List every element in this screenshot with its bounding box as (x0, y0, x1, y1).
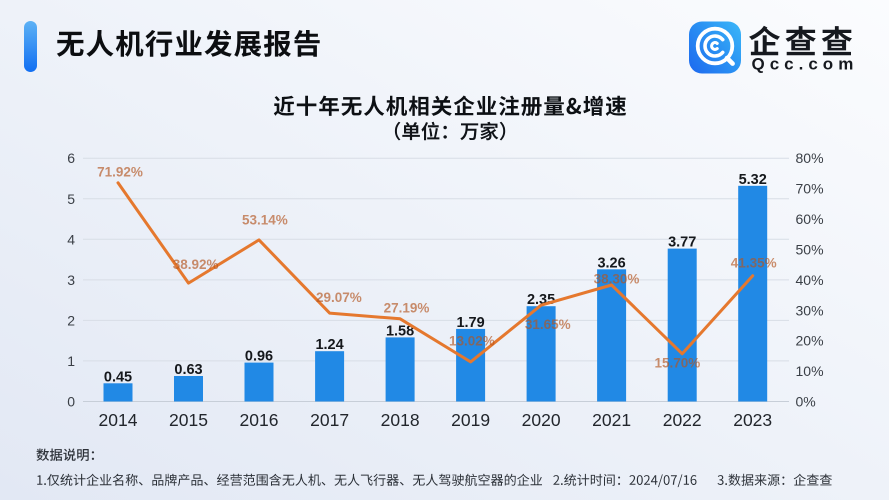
svg-text:0.63: 0.63 (174, 362, 202, 378)
svg-text:10%: 10% (796, 363, 824, 379)
svg-text:2018: 2018 (381, 410, 420, 430)
svg-text:5: 5 (67, 191, 75, 207)
svg-text:27.19%: 27.19% (384, 301, 430, 316)
svg-text:2019: 2019 (451, 410, 490, 430)
svg-text:0.96: 0.96 (245, 349, 273, 365)
svg-text:29.07%: 29.07% (316, 290, 362, 305)
svg-text:70%: 70% (796, 181, 824, 197)
svg-text:1.79: 1.79 (456, 315, 484, 331)
svg-text:0.45: 0.45 (104, 369, 132, 385)
svg-text:2015: 2015 (169, 410, 208, 430)
svg-text:60%: 60% (796, 211, 824, 227)
svg-text:2020: 2020 (522, 410, 561, 430)
svg-text:15.70%: 15.70% (655, 356, 701, 371)
svg-text:30%: 30% (796, 302, 824, 318)
svg-text:6: 6 (67, 150, 75, 166)
svg-text:2016: 2016 (240, 410, 279, 430)
svg-text:40%: 40% (796, 272, 824, 288)
svg-text:38.30%: 38.30% (594, 271, 640, 286)
svg-text:0: 0 (67, 394, 75, 410)
svg-text:1.58: 1.58 (386, 323, 414, 339)
svg-text:1: 1 (67, 353, 75, 369)
svg-text:3.26: 3.26 (597, 255, 625, 271)
svg-text:50%: 50% (796, 241, 824, 257)
svg-text:3: 3 (67, 272, 75, 288)
svg-text:41.35%: 41.35% (731, 256, 777, 271)
svg-text:2: 2 (67, 312, 75, 328)
svg-text:53.14%: 53.14% (242, 213, 288, 228)
svg-text:20%: 20% (796, 333, 824, 349)
svg-text:2022: 2022 (663, 410, 702, 430)
svg-text:71.92%: 71.92% (97, 164, 143, 179)
svg-text:2014: 2014 (99, 410, 138, 430)
svg-text:2021: 2021 (592, 410, 631, 430)
svg-text:4: 4 (67, 231, 75, 247)
svg-text:80%: 80% (796, 150, 824, 166)
svg-text:13.02%: 13.02% (449, 334, 495, 349)
svg-text:Qcc.com: Qcc.com (752, 55, 859, 74)
svg-text:5.32: 5.32 (739, 172, 767, 188)
svg-text:1.24: 1.24 (315, 337, 343, 353)
svg-text:3.77: 3.77 (668, 235, 696, 251)
svg-text:2023: 2023 (733, 410, 772, 430)
svg-text:38.92%: 38.92% (173, 257, 219, 272)
svg-text:0%: 0% (796, 394, 816, 410)
svg-text:2017: 2017 (310, 410, 349, 430)
svg-text:31.65%: 31.65% (525, 317, 571, 332)
